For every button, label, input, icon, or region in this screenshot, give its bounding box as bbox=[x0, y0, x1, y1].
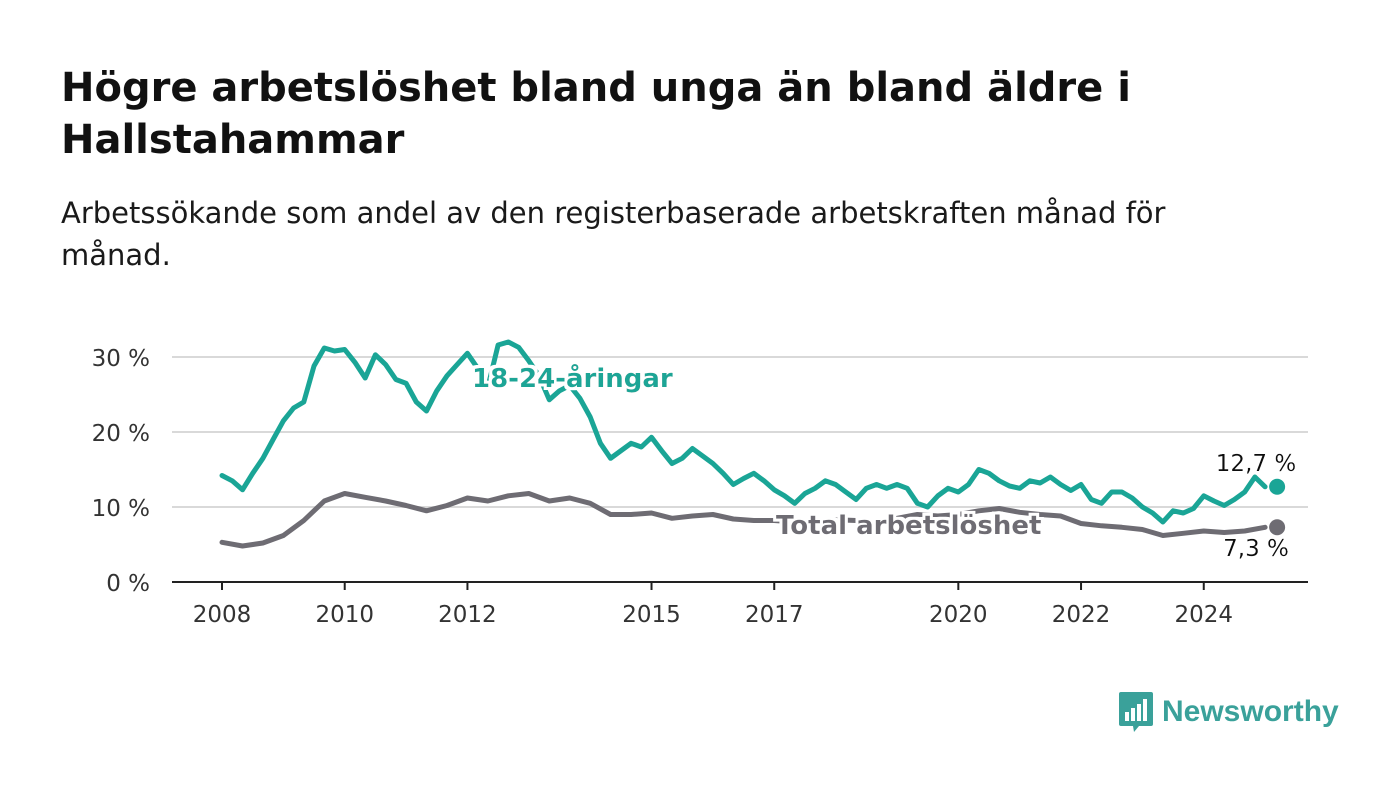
series-line-1 bbox=[219, 491, 1268, 549]
newsworthy-logo: Newsworthy bbox=[1118, 690, 1339, 734]
end-value-label: 12,7 % bbox=[1216, 451, 1296, 477]
brand-name: Newsworthy bbox=[1162, 695, 1339, 728]
x-axis: 2008 2010 2012 2015 2017 2020 2022 2024 bbox=[172, 581, 1308, 628]
y-tick-label: 20 % bbox=[92, 421, 150, 447]
series-name-label: 18-24-åringar bbox=[472, 362, 673, 394]
x-tick-label: 2008 bbox=[193, 602, 252, 628]
x-tick-label: 2020 bbox=[929, 602, 988, 628]
x-tick-label: 2010 bbox=[315, 602, 374, 628]
x-tick-label: 2012 bbox=[438, 602, 497, 628]
series-labels: 18-24-åringar Total arbetslöshet 12,7 % 7,3… bbox=[472, 362, 1296, 562]
y-axis: 0 % 10 % 20 % 30 % bbox=[92, 346, 150, 597]
x-tick-label: 2017 bbox=[745, 602, 804, 628]
y-tick-label: 30 % bbox=[92, 346, 150, 372]
grid-lines bbox=[172, 356, 1308, 508]
series-lines bbox=[219, 339, 1286, 549]
end-value-label: 7,3 % bbox=[1223, 536, 1289, 562]
series-endpoint-1 bbox=[1269, 519, 1286, 536]
chart-title: Högre arbetslöshet bland unga än bland ä… bbox=[61, 65, 1131, 163]
series-endpoint-0 bbox=[1269, 478, 1286, 495]
x-tick-label: 2022 bbox=[1052, 602, 1111, 628]
series-line-0 bbox=[219, 339, 1268, 525]
newsworthy-bar-chart-icon bbox=[1119, 692, 1153, 732]
x-tick-label: 2015 bbox=[622, 602, 681, 628]
series-name-label: Total arbetslöshet bbox=[776, 511, 1041, 541]
y-tick-label: 0 % bbox=[106, 571, 150, 597]
x-tick-label: 2024 bbox=[1174, 602, 1233, 628]
chart-subtitle: Arbetssökande som andel av den registerb… bbox=[61, 196, 1166, 272]
y-tick-label: 10 % bbox=[92, 496, 150, 522]
